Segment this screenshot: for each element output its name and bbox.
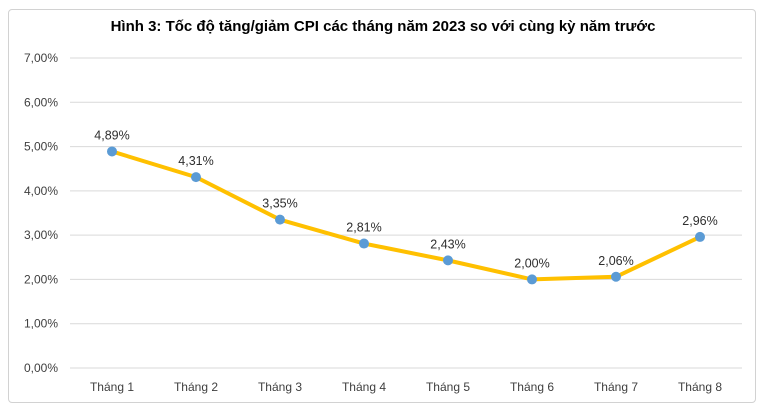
data-point-label: 2,06% xyxy=(598,254,633,268)
y-axis-tick-label: 1,00% xyxy=(24,317,58,331)
data-point-marker xyxy=(191,172,201,183)
data-point-marker xyxy=(611,271,621,282)
data-point-marker xyxy=(359,238,369,249)
chart-container xyxy=(8,9,756,403)
data-point-marker xyxy=(275,214,285,225)
y-axis-tick-label: 6,00% xyxy=(24,95,58,109)
y-axis-tick-label: 2,00% xyxy=(24,272,58,286)
data-point-label: 3,35% xyxy=(262,197,297,211)
x-axis-tick-label: Tháng 3 xyxy=(258,380,302,394)
data-point-label: 2,96% xyxy=(682,214,717,228)
data-point-marker xyxy=(443,255,453,266)
y-axis-tick-label: 3,00% xyxy=(24,228,58,242)
y-axis-tick-label: 0,00% xyxy=(24,361,58,375)
x-axis-tick-label: Tháng 5 xyxy=(426,380,470,394)
data-point-label: 4,31% xyxy=(178,154,213,168)
x-axis-tick-label: Tháng 1 xyxy=(90,380,134,394)
y-axis-tick-label: 5,00% xyxy=(24,140,58,154)
x-axis-tick-label: Tháng 4 xyxy=(342,380,386,394)
chart-title: Hình 3: Tốc độ tăng/giảm CPI các tháng n… xyxy=(110,18,656,35)
data-point-marker xyxy=(107,146,117,157)
y-axis-tick-label: 4,00% xyxy=(24,184,58,198)
x-axis-tick-label: Tháng 2 xyxy=(174,380,218,394)
data-point-label: 2,43% xyxy=(430,237,465,251)
cpi-series-line xyxy=(110,149,702,282)
y-axis-tick-label: 7,00% xyxy=(24,51,58,65)
x-axis-tick-label: Tháng 8 xyxy=(678,380,722,394)
x-axis-tick-label: Tháng 7 xyxy=(594,380,638,394)
data-point-label: 4,89% xyxy=(94,128,129,142)
data-point-marker xyxy=(695,231,705,242)
x-axis-tick-label: Tháng 6 xyxy=(510,380,554,394)
data-point-label: 2,81% xyxy=(346,221,381,235)
data-point-marker xyxy=(527,274,537,285)
data-point-label: 2,00% xyxy=(514,256,549,270)
